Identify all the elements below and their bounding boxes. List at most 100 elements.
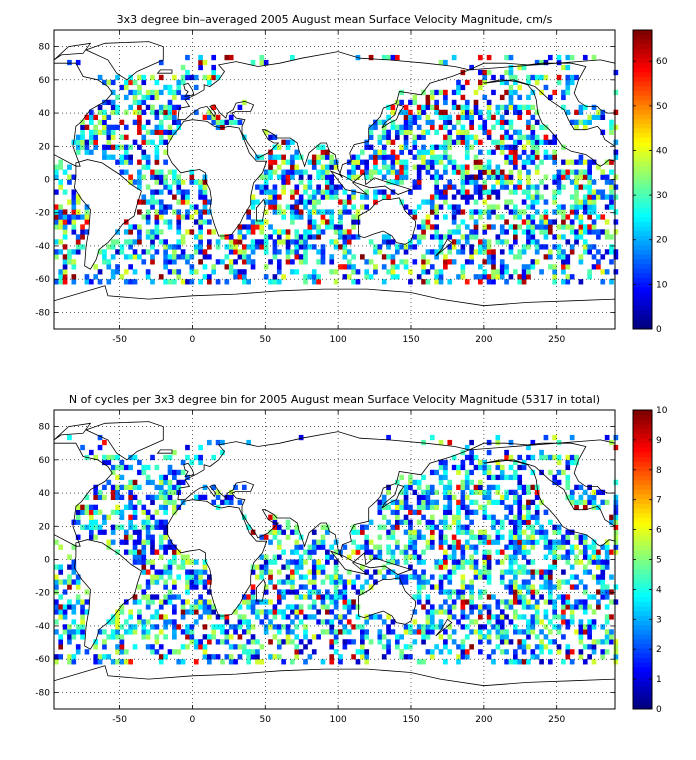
data-cell	[443, 169, 448, 175]
data-cell	[464, 199, 470, 205]
data-cell	[386, 239, 391, 245]
data-cell	[561, 214, 566, 220]
data-cell	[154, 199, 160, 205]
data-cell	[604, 219, 610, 225]
data-cell	[185, 474, 190, 481]
data-cell	[526, 509, 531, 515]
data-cell	[246, 259, 252, 265]
data-cell	[390, 254, 396, 260]
data-cell	[473, 489, 479, 496]
data-cell	[71, 249, 77, 255]
data-cell	[539, 74, 544, 81]
data-cell	[207, 209, 212, 215]
data-cell	[473, 549, 479, 555]
data-cell	[478, 209, 483, 215]
data-cell	[246, 224, 252, 230]
data-cell	[499, 559, 505, 565]
data-cell	[521, 279, 527, 285]
data-cell	[167, 619, 173, 625]
data-cell	[456, 189, 461, 195]
data-cell	[591, 179, 597, 185]
data-cell	[145, 474, 151, 481]
data-cell	[526, 169, 531, 175]
data-cell	[80, 124, 85, 130]
coast-outline	[183, 82, 195, 97]
data-cell	[325, 194, 330, 200]
data-cell	[58, 564, 64, 570]
data-cell	[596, 589, 601, 595]
data-cell	[355, 544, 361, 550]
data-cell	[394, 124, 400, 130]
data-cell	[294, 594, 300, 600]
data-cell	[71, 604, 77, 610]
data-cell	[530, 159, 536, 165]
data-cell	[456, 134, 461, 140]
data-cell	[591, 159, 597, 165]
data-cell	[342, 594, 348, 600]
data-cell	[469, 469, 474, 476]
data-cell	[198, 614, 203, 620]
data-cell	[290, 174, 295, 180]
data-cell	[233, 249, 238, 255]
data-cell	[495, 464, 501, 471]
data-cell	[290, 604, 295, 610]
coast-outline	[54, 42, 92, 61]
data-cell	[412, 164, 418, 170]
data-cell	[451, 259, 457, 265]
data-cell	[115, 489, 120, 496]
data-cell	[276, 599, 282, 605]
data-cell	[565, 169, 571, 175]
data-cell	[386, 244, 391, 250]
data-cell	[460, 179, 466, 185]
data-cell	[202, 59, 208, 66]
data-cell	[364, 634, 370, 640]
data-cell	[189, 609, 195, 615]
data-cell	[609, 199, 614, 205]
data-cell	[386, 569, 391, 575]
data-cell	[543, 624, 549, 630]
data-cell	[325, 529, 330, 535]
data-cell	[539, 594, 544, 600]
data-cell	[473, 104, 479, 111]
data-cell	[154, 649, 160, 655]
data-cell	[276, 624, 282, 630]
data-cell	[333, 194, 339, 200]
data-cell	[469, 439, 474, 446]
data-cell	[355, 589, 361, 595]
data-cell	[429, 609, 435, 615]
data-cell	[167, 559, 173, 565]
data-cell	[613, 524, 619, 530]
data-cell	[307, 589, 313, 595]
data-cell	[298, 559, 304, 565]
data-cell	[377, 504, 383, 510]
data-cell	[202, 204, 208, 210]
data-cell	[613, 494, 619, 500]
data-cell	[102, 459, 107, 466]
data-cell	[202, 599, 208, 605]
coast-outline	[435, 618, 453, 637]
data-cell	[351, 264, 356, 270]
data-cell	[429, 204, 435, 210]
colorbar-tick-label: 50	[656, 102, 668, 112]
data-cell	[613, 499, 619, 505]
data-cell	[386, 104, 391, 111]
data-cell	[504, 264, 509, 270]
data-cell	[311, 584, 317, 590]
data-cell	[54, 584, 59, 590]
data-cell	[215, 614, 221, 620]
data-cell	[425, 649, 431, 655]
data-cell	[587, 494, 592, 500]
data-cell	[464, 169, 470, 175]
data-cell	[508, 189, 514, 195]
data-cell	[464, 514, 470, 520]
coast-outline	[483, 459, 615, 547]
data-cell	[172, 194, 177, 200]
data-cell	[613, 514, 619, 520]
data-cell	[368, 519, 374, 525]
coast-outline	[177, 431, 471, 559]
data-cell	[451, 514, 457, 520]
data-cell	[84, 649, 90, 655]
data-cell	[386, 649, 391, 655]
data-cell	[486, 494, 492, 500]
data-cell	[473, 509, 479, 515]
